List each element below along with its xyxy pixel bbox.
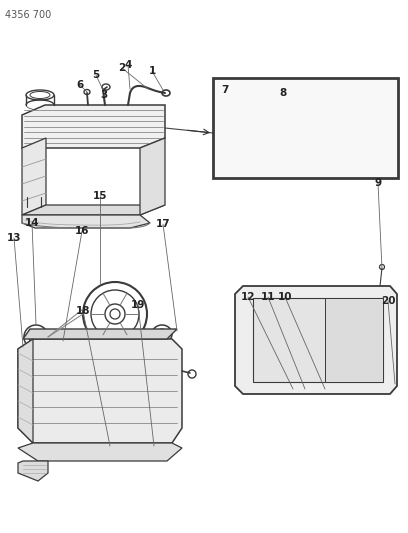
Polygon shape — [18, 339, 182, 443]
Text: 10: 10 — [278, 292, 292, 302]
Text: 4356 700: 4356 700 — [5, 10, 51, 20]
Polygon shape — [23, 329, 177, 339]
Text: 7: 7 — [221, 85, 229, 95]
Text: 17: 17 — [156, 219, 170, 229]
Polygon shape — [140, 138, 165, 215]
Polygon shape — [235, 286, 397, 394]
Text: 2: 2 — [118, 63, 126, 73]
Polygon shape — [22, 105, 165, 148]
Text: 4: 4 — [124, 60, 132, 70]
Polygon shape — [22, 205, 165, 215]
Text: 16: 16 — [75, 226, 89, 236]
Text: 9: 9 — [375, 178, 381, 188]
Text: 5: 5 — [92, 70, 100, 80]
Polygon shape — [325, 298, 383, 382]
Polygon shape — [22, 215, 150, 228]
Text: 6: 6 — [76, 80, 84, 90]
Text: 18: 18 — [76, 306, 90, 316]
Polygon shape — [18, 443, 182, 461]
Text: 20: 20 — [381, 296, 395, 306]
Polygon shape — [18, 339, 33, 443]
Polygon shape — [22, 138, 46, 215]
Bar — [213, 78, 398, 178]
Text: 11: 11 — [261, 292, 275, 302]
Text: 13: 13 — [7, 233, 21, 243]
Text: 1: 1 — [149, 66, 155, 76]
Polygon shape — [253, 298, 383, 382]
Text: 8: 8 — [279, 88, 287, 98]
Text: 14: 14 — [25, 218, 39, 228]
Text: 3: 3 — [100, 90, 108, 100]
Text: 15: 15 — [93, 191, 107, 201]
Text: 12: 12 — [241, 292, 255, 302]
Text: 19: 19 — [131, 300, 145, 310]
Polygon shape — [18, 461, 48, 481]
